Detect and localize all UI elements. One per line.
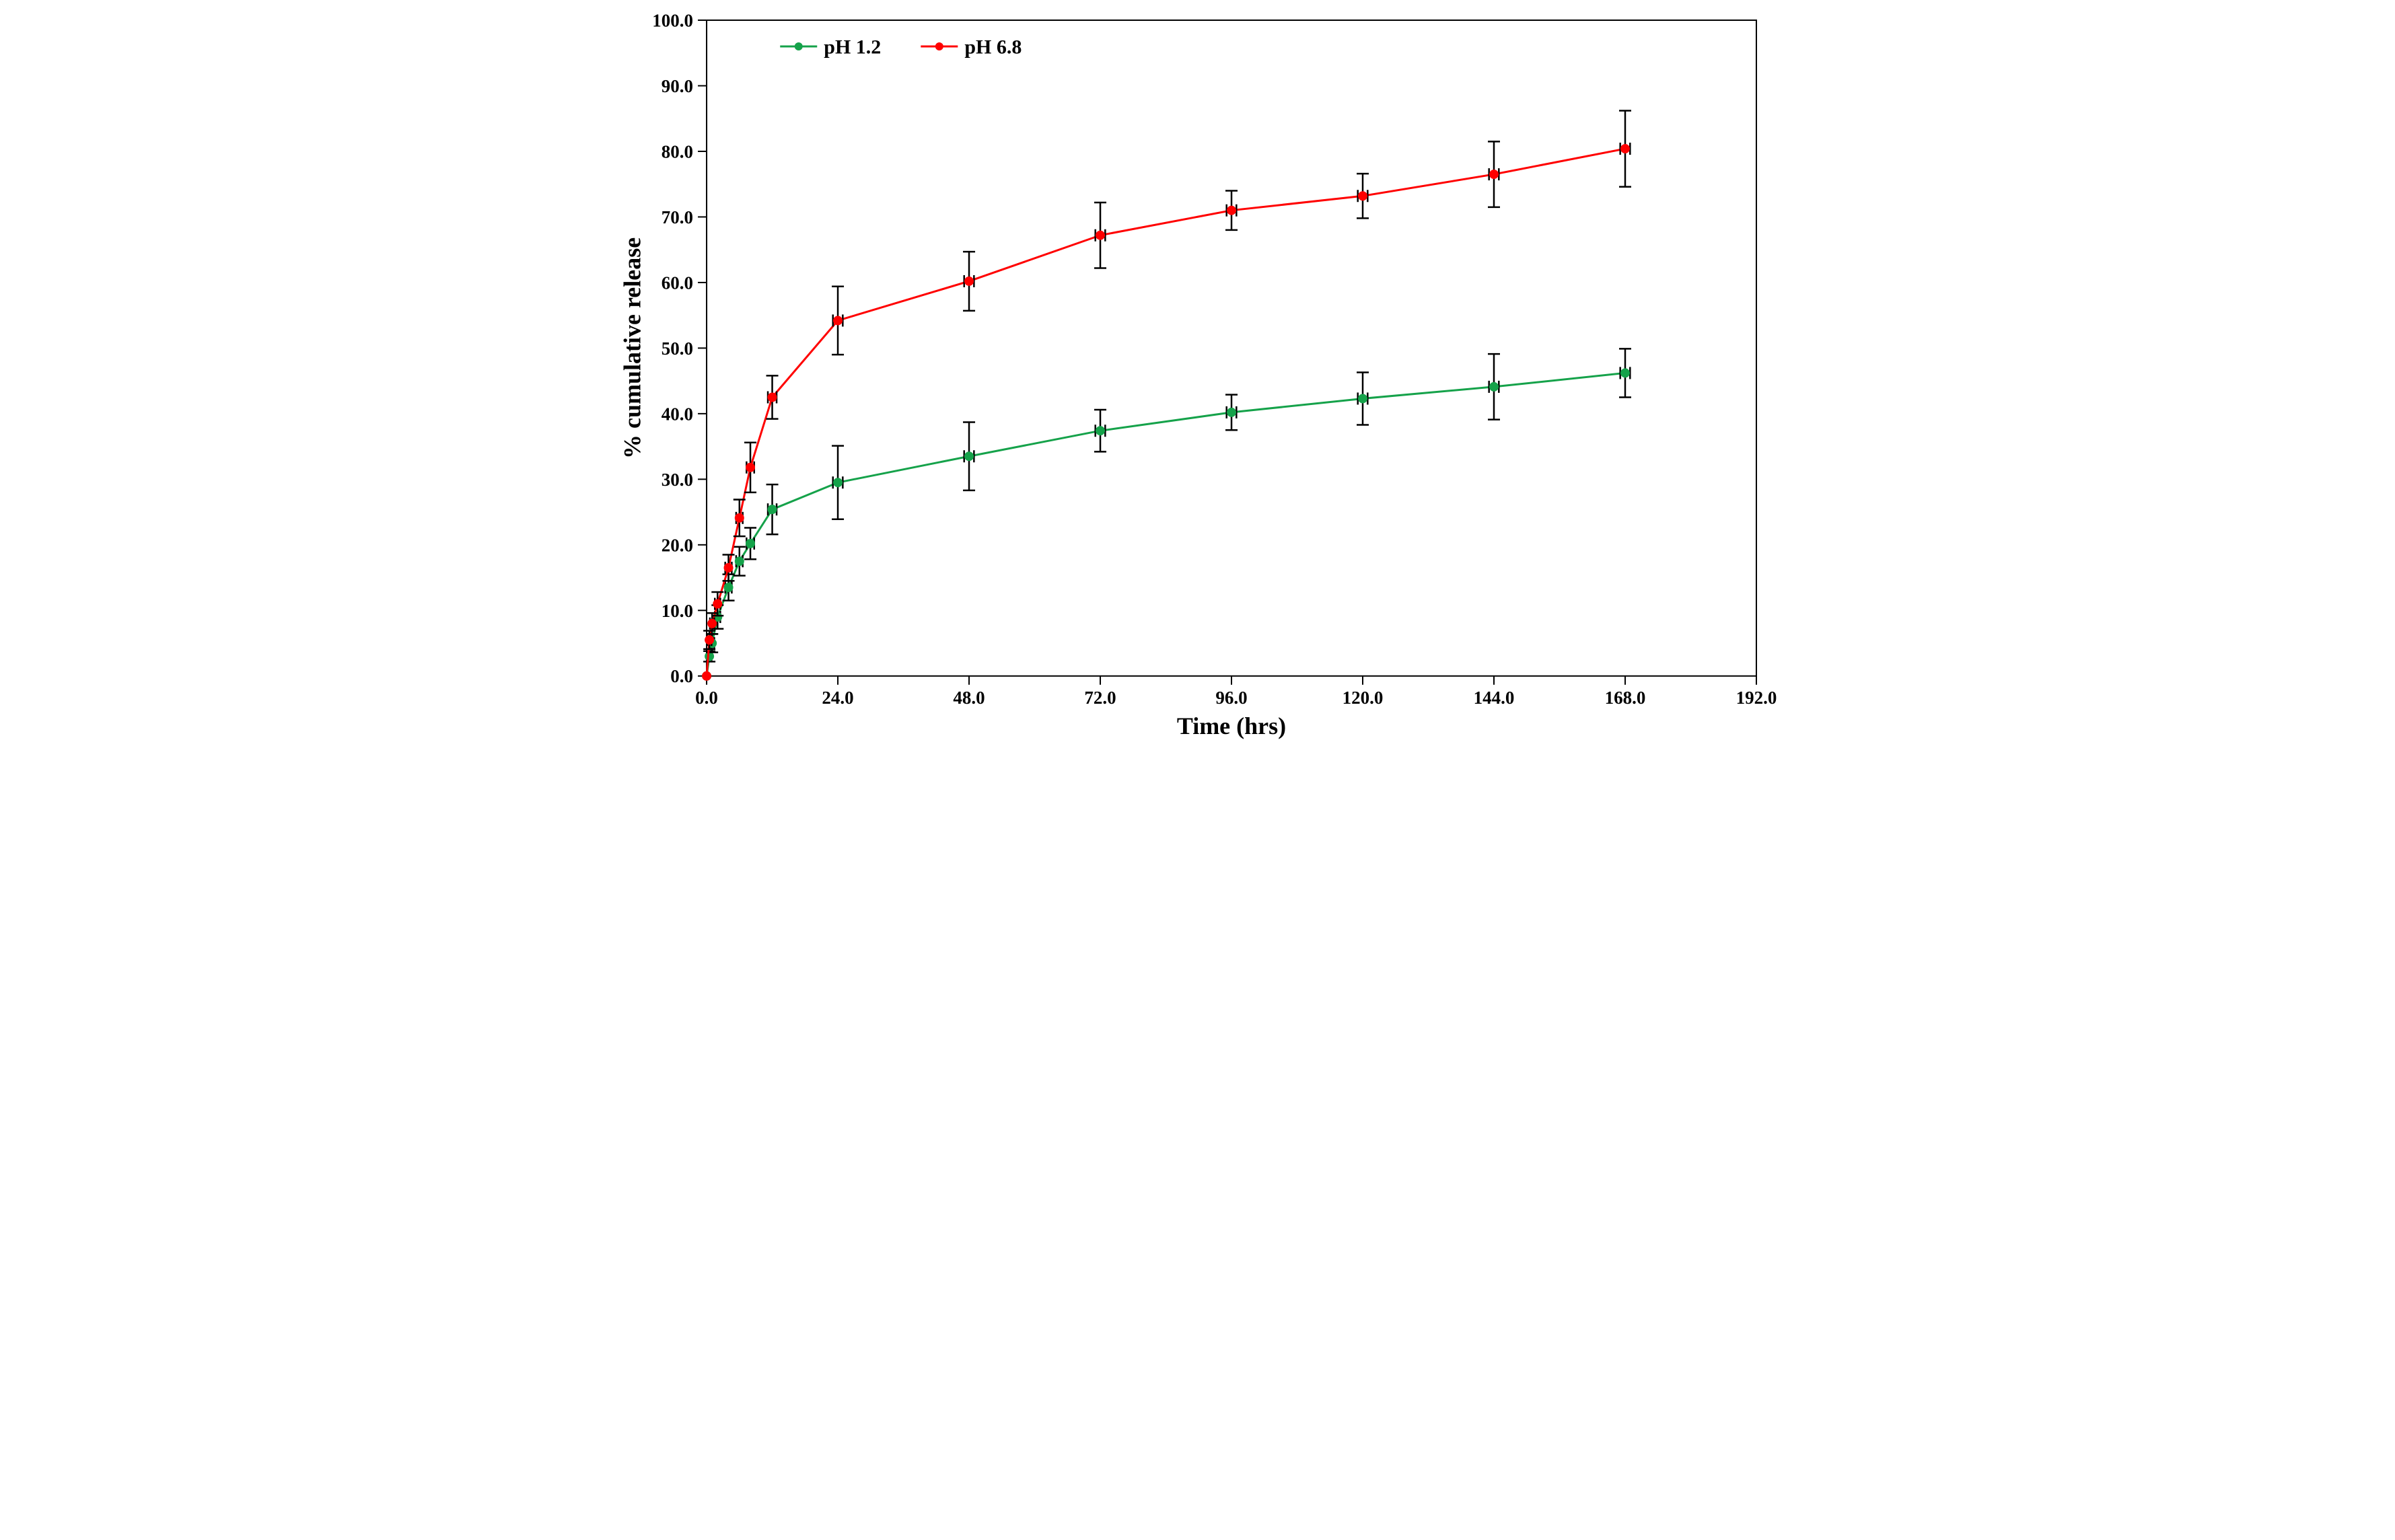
data-marker-1-8	[833, 316, 843, 325]
data-marker-1-4	[723, 563, 733, 573]
y-tick-label: 0.0	[670, 666, 693, 686]
data-marker-1-9	[964, 277, 974, 286]
data-marker-1-11	[1227, 206, 1236, 215]
legend-label: pH 6.8	[964, 36, 1022, 59]
y-tick-label: 80.0	[661, 141, 692, 161]
data-marker-0-6	[746, 539, 755, 548]
data-marker-0-9	[964, 451, 974, 461]
y-tick-label: 90.0	[661, 76, 692, 96]
y-axis-title: % cumulative release	[618, 237, 645, 459]
data-marker-1-5	[734, 513, 744, 523]
x-tick-label: 72.0	[1084, 688, 1116, 708]
data-marker-1-7	[767, 392, 777, 402]
data-marker-1-1	[705, 635, 714, 645]
data-marker-0-11	[1227, 408, 1236, 417]
data-marker-0-10	[1096, 426, 1105, 435]
x-tick-label: 96.0	[1215, 688, 1247, 708]
data-marker-1-2	[707, 619, 717, 628]
y-tick-label: 40.0	[661, 404, 692, 424]
release-profile-chart: 0.0 24.0 48.0 72.0 96.0 120.0 144.0 168.0 192.0 0…	[599, 0, 1797, 770]
legend-label: pH 1.2	[824, 36, 881, 59]
data-marker-0-8	[833, 478, 843, 487]
legend-swatch-marker	[935, 42, 943, 50]
data-marker-1-3	[713, 599, 722, 609]
data-marker-0-12	[1358, 394, 1367, 403]
chart-background	[599, 0, 1797, 770]
y-tick-label: 100.0	[652, 10, 693, 30]
y-tick-label: 70.0	[661, 207, 692, 227]
data-marker-1-10	[1096, 231, 1105, 240]
x-tick-label: 0.0	[695, 688, 718, 708]
x-tick-label: 48.0	[953, 688, 985, 708]
data-marker-0-4	[723, 583, 733, 592]
x-tick-label: 168.0	[1604, 688, 1645, 708]
x-tick-label: 24.0	[822, 688, 853, 708]
data-marker-0-5	[734, 556, 744, 566]
y-tick-label: 50.0	[661, 338, 692, 359]
chart-container: 0.0 24.0 48.0 72.0 96.0 120.0 144.0 168.0 192.0 0…	[599, 0, 1797, 770]
data-marker-1-13	[1489, 170, 1498, 179]
x-axis-title: Time (hrs)	[1176, 712, 1285, 739]
data-marker-0-7	[767, 505, 777, 514]
y-tick-label: 60.0	[661, 272, 692, 293]
data-marker-1-14	[1620, 144, 1629, 153]
y-tick-label: 20.0	[661, 535, 692, 555]
x-tick-label: 192.0	[1736, 688, 1777, 708]
y-tick-label: 10.0	[661, 601, 692, 621]
legend-swatch-marker	[794, 42, 802, 50]
y-tick-label: 30.0	[661, 470, 692, 490]
data-marker-1-0	[702, 671, 711, 681]
data-marker-0-14	[1620, 368, 1629, 377]
data-marker-0-13	[1489, 382, 1498, 392]
x-tick-label: 144.0	[1473, 688, 1514, 708]
data-marker-1-6	[746, 463, 755, 472]
data-marker-1-12	[1358, 191, 1367, 200]
x-tick-label: 120.0	[1342, 688, 1383, 708]
